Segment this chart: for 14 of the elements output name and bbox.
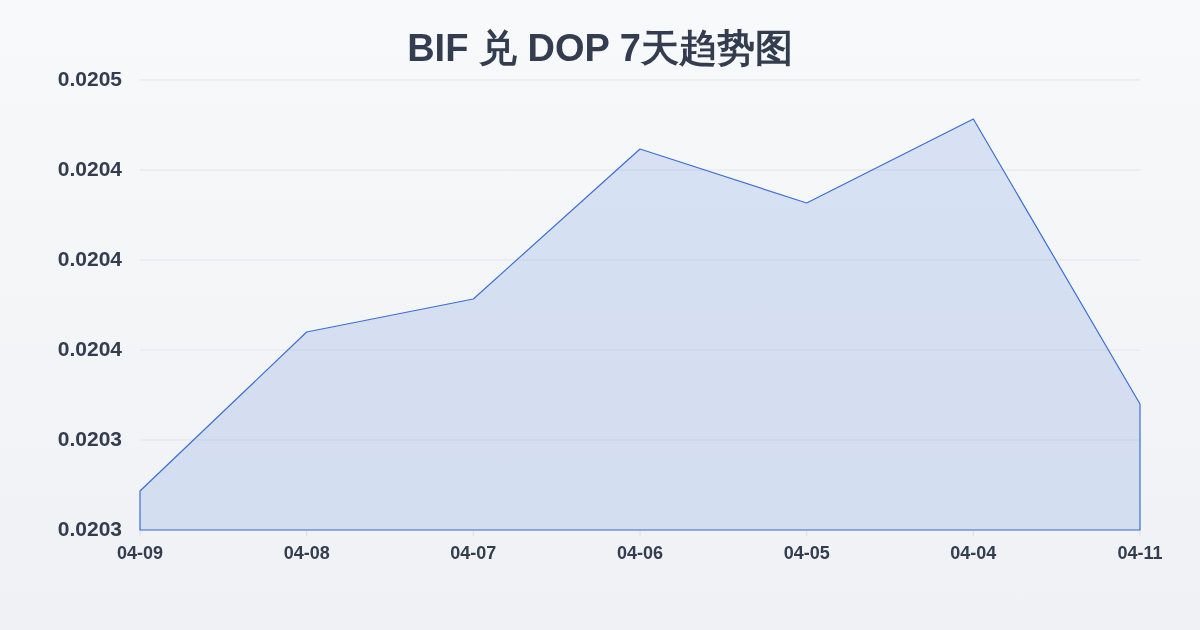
x-tick-label: 04-07 [450,543,497,563]
x-tick-label: 04-06 [616,543,664,563]
y-tick-label: 0.0205 [57,67,123,90]
y-tick-label: 0.0203 [57,517,122,540]
y-tick-label: 0.0204 [57,337,123,360]
x-tick-label: 04-04 [950,543,997,563]
y-tick-label: 0.0204 [57,247,123,270]
chart-title: BIF 兑 DOP 7天趋势图 [407,27,793,69]
x-tick-label: 04-09 [116,543,164,563]
x-tick-label: 04-08 [283,543,330,563]
y-tick-label: 0.0204 [57,157,123,180]
y-tick-label: 0.0203 [57,427,122,450]
x-tick-label: 04-05 [783,543,830,563]
x-tick-label: 04-11 [1117,543,1163,563]
